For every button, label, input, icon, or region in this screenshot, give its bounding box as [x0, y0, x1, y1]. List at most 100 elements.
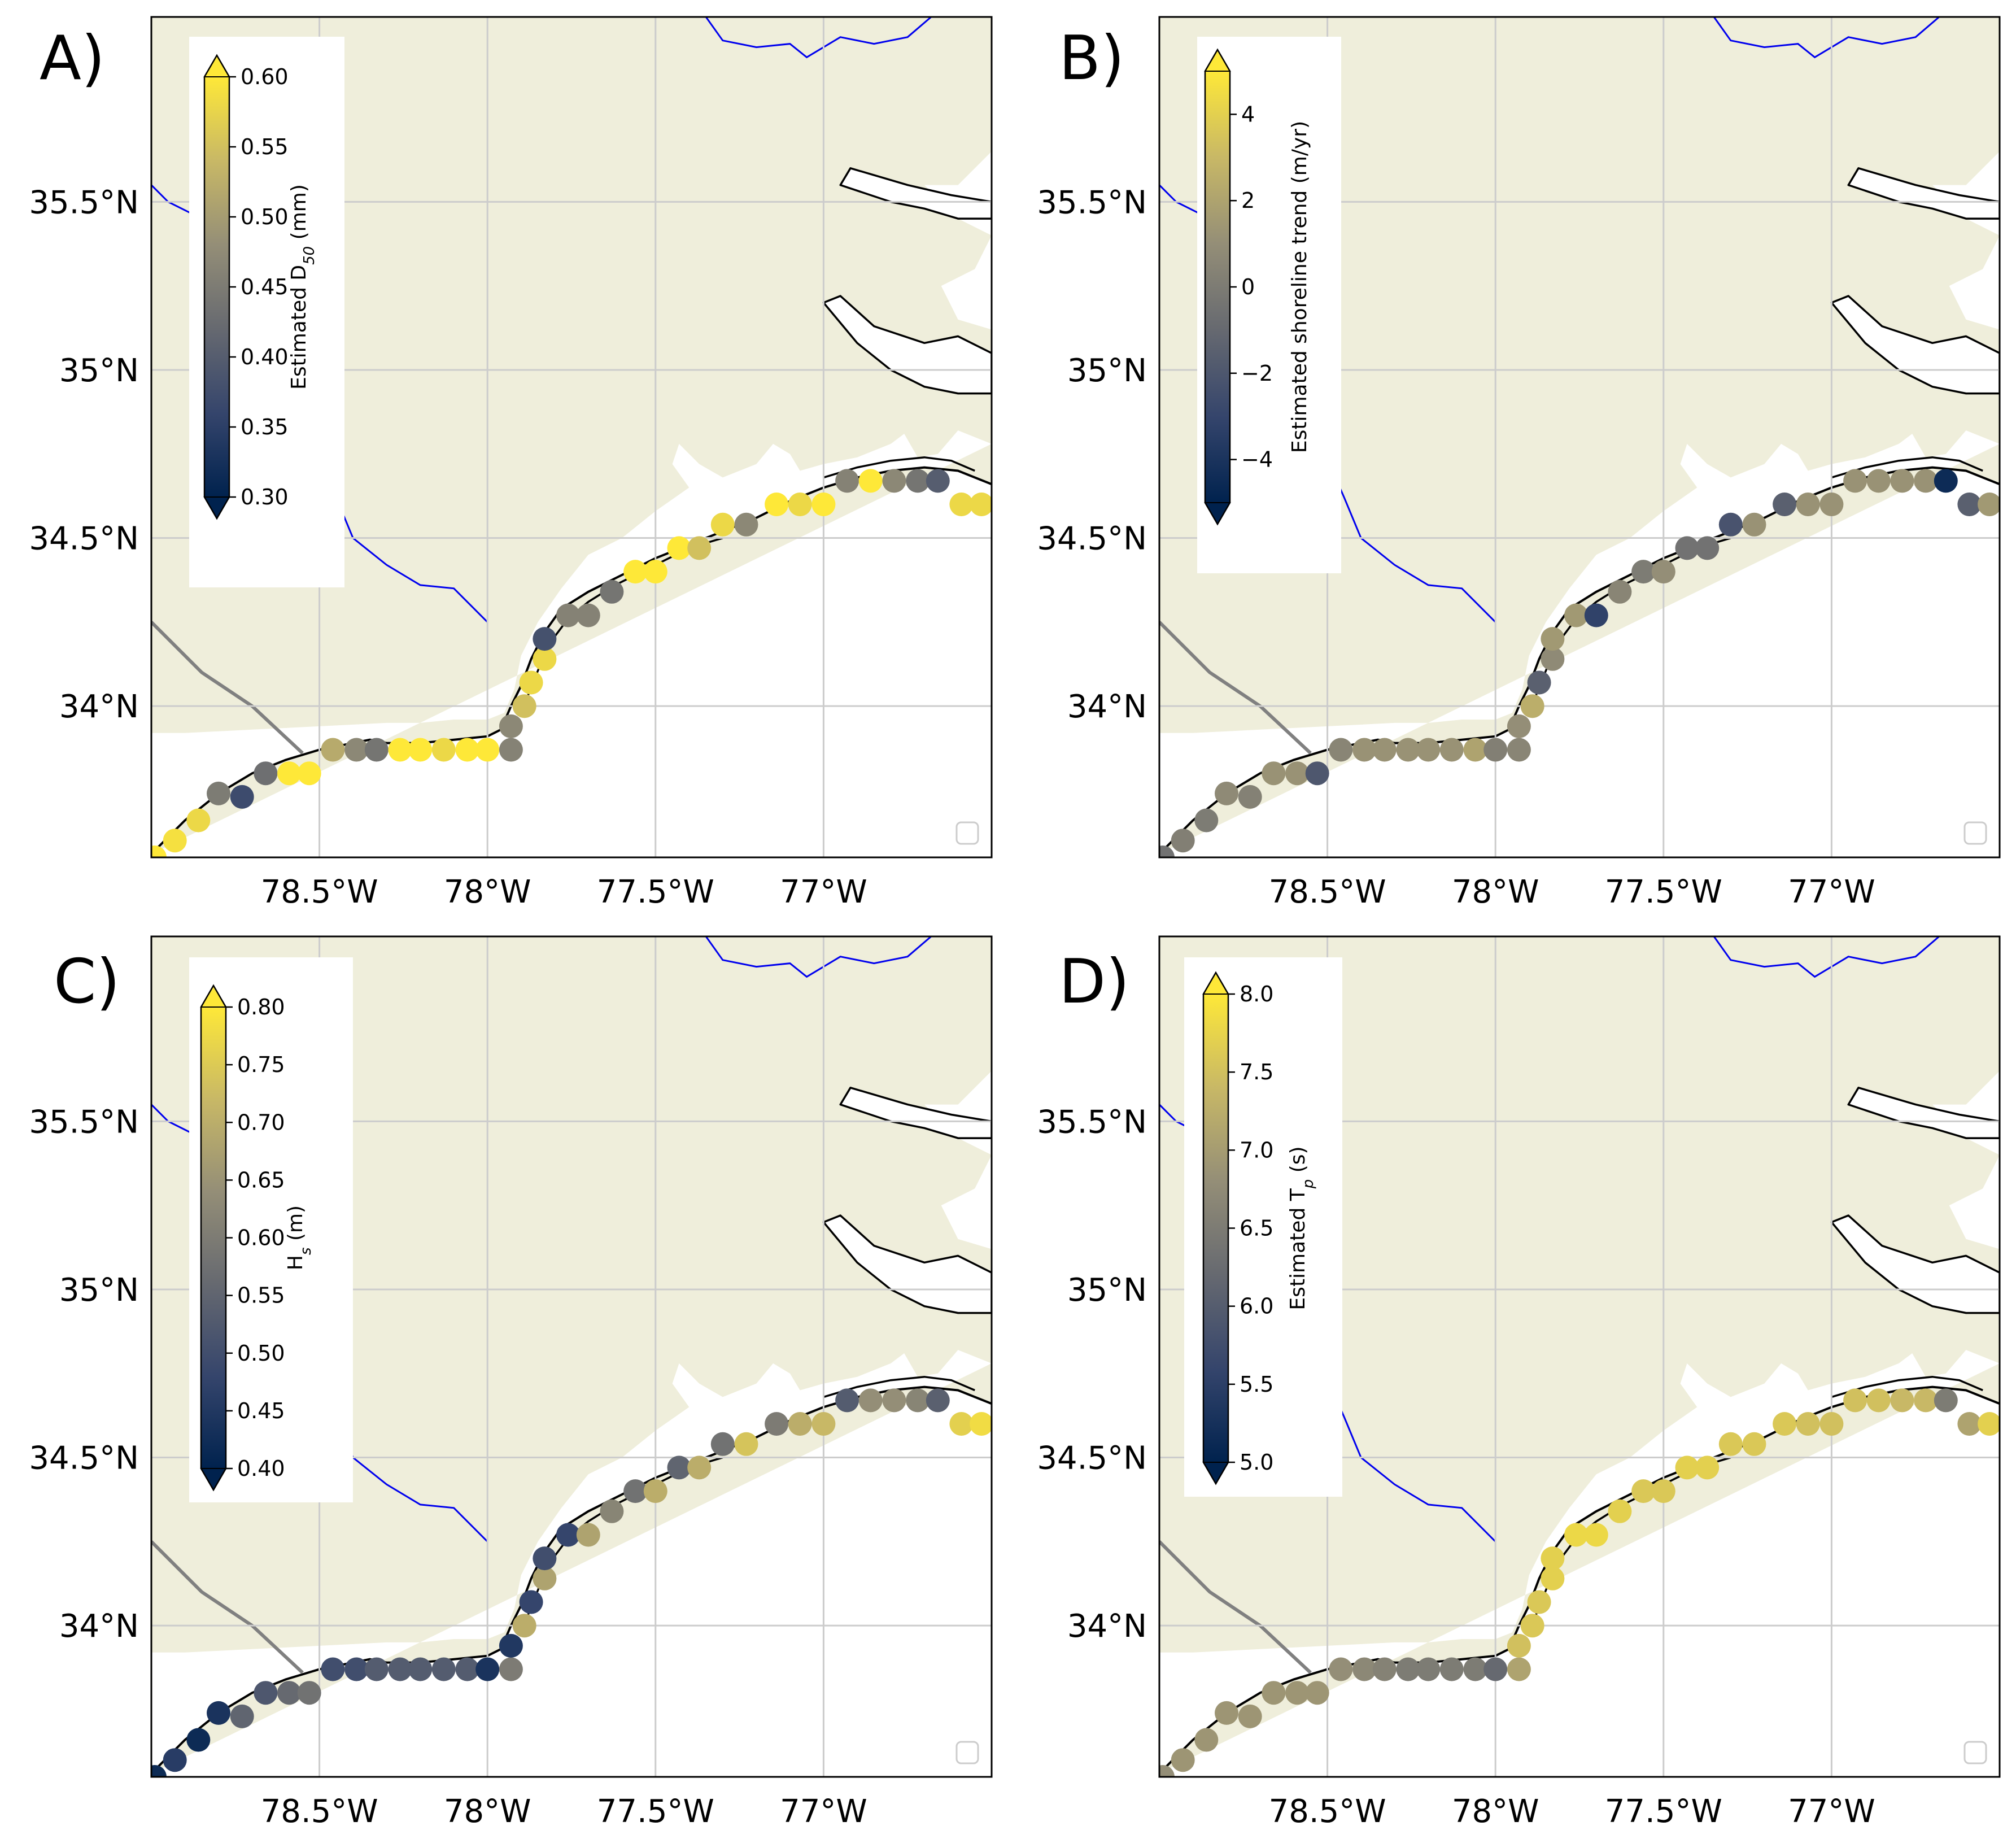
lat-tick-label: 35°N: [1067, 1272, 1147, 1309]
colorbar-tick-label: 7.5: [1240, 1060, 1273, 1084]
data-point: [1843, 1388, 1867, 1413]
data-point: [970, 493, 992, 516]
map-panel-d: 8.0 7.5 7.0 6.5 6.0 5.5 5.0 Estimated Tp (s) 78.…: [1037, 935, 2001, 1830]
data-point: [455, 738, 479, 762]
colorbar-tick-label: 0.55: [237, 1283, 285, 1308]
data-point: [1541, 1546, 1565, 1571]
data-point: [1463, 738, 1487, 762]
data-point: [163, 1748, 187, 1772]
data-point: [1416, 738, 1441, 762]
colorbar-tick-label: 0.60: [241, 64, 289, 89]
data-point: [765, 1412, 789, 1436]
data-point: [1819, 493, 1844, 516]
data-point: [1372, 1657, 1397, 1681]
data-point: [1238, 785, 1262, 809]
data-point: [600, 1499, 624, 1523]
lat-tick-label: 35.5°N: [29, 1104, 139, 1140]
data-point: [277, 761, 301, 786]
data-point: [906, 1388, 930, 1413]
map-panel-b: 4 2 0 −2 −4 Estimated shoreline trend (m/yr) 7…: [1037, 16, 2001, 910]
colorbar-tick-label: 0.30: [241, 485, 289, 509]
data-point: [533, 647, 557, 671]
data-point: [344, 1657, 369, 1681]
data-point: [431, 738, 456, 762]
map-frame: [1158, 935, 2001, 1778]
data-point: [1507, 714, 1531, 738]
data-point: [533, 627, 557, 651]
lon-tick-label: 78.5°W: [1269, 1793, 1386, 1830]
colorbar-tick-label: 0.75: [237, 1052, 285, 1077]
data-point: [297, 761, 321, 786]
data-point: [667, 536, 691, 560]
land-area: [1159, 936, 2000, 1773]
empty-legend: [955, 821, 979, 845]
data-point: [1396, 738, 1420, 762]
data-point: [1329, 738, 1353, 762]
colorbar-tick-label: 0.80: [237, 995, 285, 1019]
data-point: [388, 1657, 412, 1681]
data-point: [835, 1388, 859, 1413]
data-point: [519, 1590, 543, 1614]
data-point: [1285, 761, 1309, 786]
data-point: [623, 1479, 648, 1504]
colorbar-tick-label: 0.35: [241, 415, 289, 439]
river-north: [1713, 936, 1940, 978]
data-point: [1695, 1455, 1720, 1480]
data-point: [1215, 781, 1238, 805]
data-point: [643, 560, 667, 584]
colorbar-label-unit: (m): [284, 1205, 307, 1248]
lat-tick-label: 34°N: [59, 1608, 139, 1645]
data-point: [1159, 846, 1175, 857]
panel-label: D): [1059, 947, 1129, 1017]
data-point: [388, 738, 412, 762]
data-point: [1957, 1412, 1982, 1436]
data-point: [687, 1455, 712, 1480]
data-point: [1651, 1479, 1675, 1504]
lon-tick-label: 77.5°W: [597, 874, 714, 910]
data-point: [431, 1657, 456, 1681]
outer-banks-line: [823, 456, 975, 479]
data-point: [533, 1566, 557, 1590]
data-point: [533, 1546, 557, 1571]
land-area: [151, 17, 992, 854]
land-area: [1159, 17, 2000, 854]
data-point: [499, 738, 523, 762]
data-point: [1520, 1614, 1544, 1638]
data-point: [858, 1388, 883, 1413]
colorbar-tick-label: 6.0: [1240, 1294, 1273, 1319]
data-point: [926, 1388, 950, 1413]
data-point: [1978, 493, 2000, 516]
data-point: [321, 738, 345, 762]
colorbar-tick-label: 0.60: [237, 1226, 285, 1250]
data-point: [1396, 1657, 1420, 1681]
data-point: [1194, 808, 1219, 833]
colorbar: 0.80 0.75 0.70 0.65 0.60 0.55 0.50 0.45 0.40 Hs (…: [189, 957, 353, 1502]
colorbar-tick-label: 0.45: [241, 274, 289, 299]
lon-tick-label: 78°W: [1452, 1793, 1539, 1830]
data-point: [1352, 738, 1377, 762]
lat-tick-label: 35.5°N: [29, 184, 139, 221]
data-point: [906, 469, 930, 493]
data-point: [1527, 1590, 1551, 1614]
data-point: [1819, 1412, 1844, 1436]
data-point: [1695, 536, 1720, 560]
data-point: [1372, 738, 1397, 762]
data-point: [207, 781, 230, 805]
data-point: [1608, 1499, 1632, 1523]
data-point: [1978, 1412, 2000, 1436]
data-point: [230, 785, 254, 809]
lat-tick-label: 34.5°N: [29, 521, 139, 557]
empty-legend: [1963, 1741, 1987, 1764]
colorbar-gradient: [1205, 71, 1230, 503]
data-point: [1742, 512, 1766, 537]
data-point: [499, 1633, 523, 1658]
data-point: [576, 1523, 600, 1547]
data-point: [1171, 1748, 1195, 1772]
data-point: [1541, 627, 1565, 651]
lat-tick-label: 34.5°N: [1037, 521, 1147, 557]
data-point: [1675, 1455, 1699, 1480]
sound-water-2: [1830, 295, 2000, 395]
lat-tick-label: 34°N: [1067, 688, 1147, 725]
data-point: [1631, 1479, 1656, 1504]
data-point: [321, 1657, 345, 1681]
